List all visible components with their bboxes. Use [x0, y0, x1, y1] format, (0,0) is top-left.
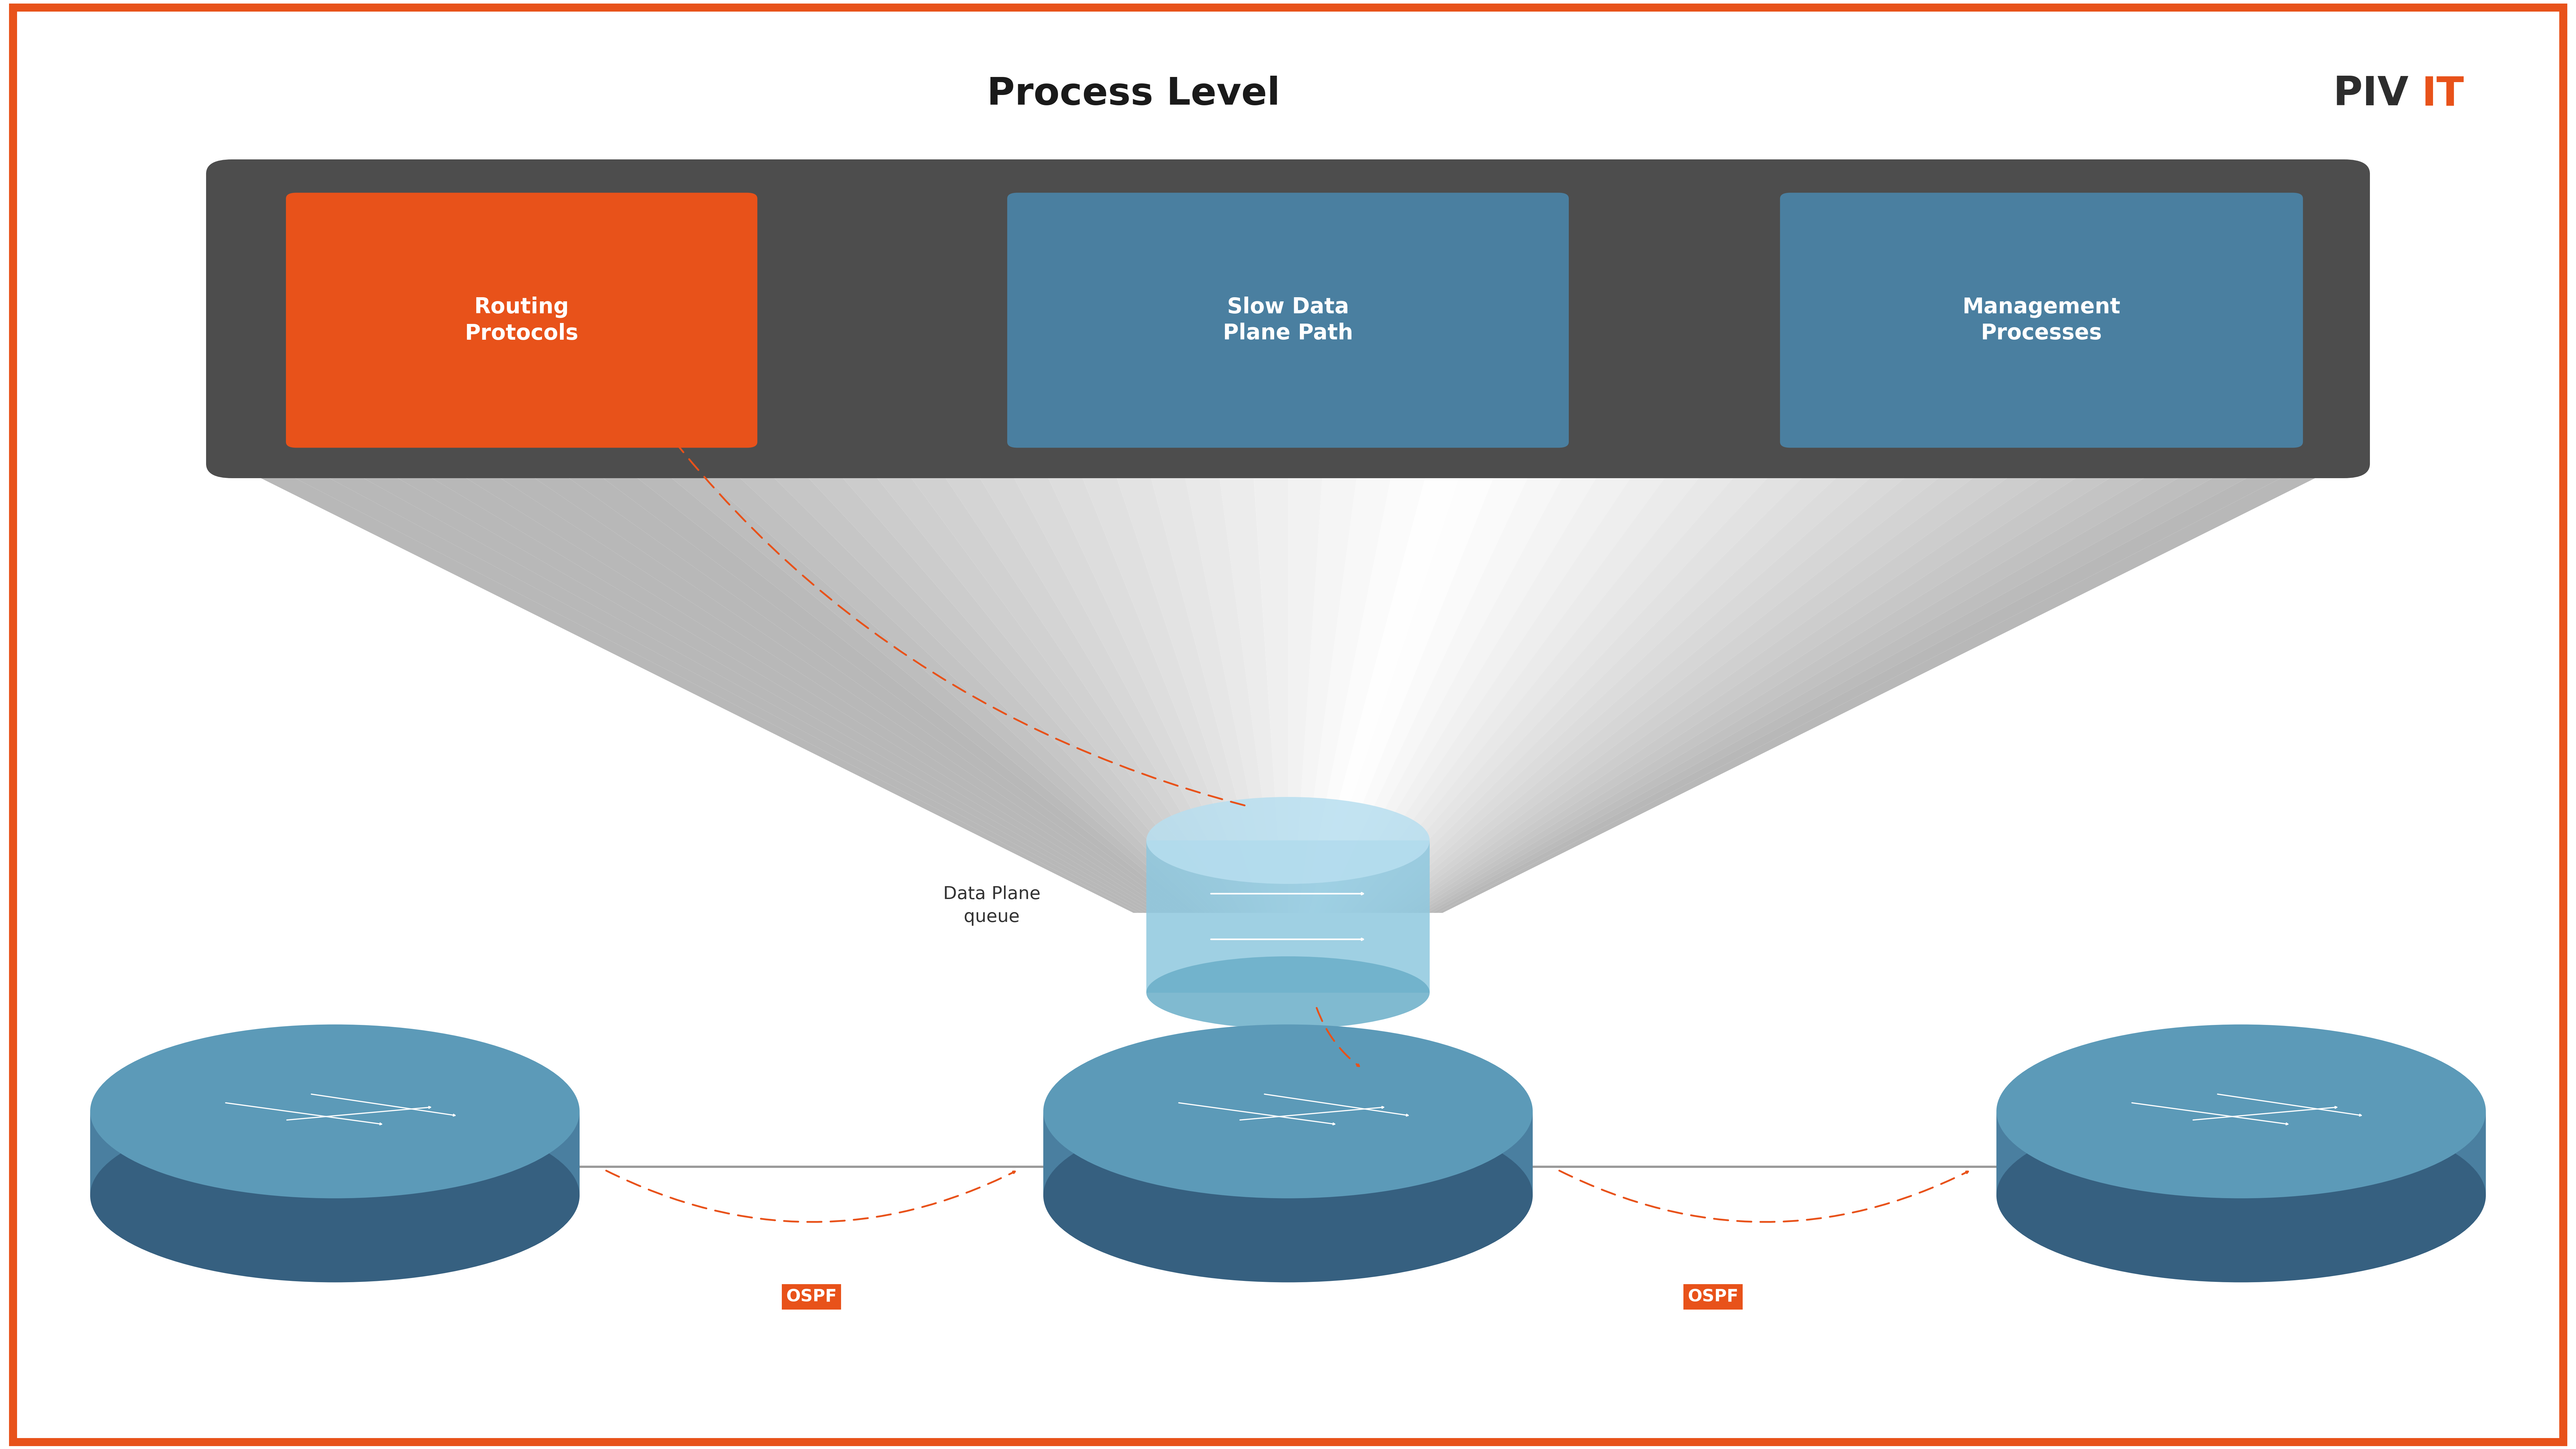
- Polygon shape: [1427, 464, 2275, 913]
- FancyBboxPatch shape: [1146, 840, 1430, 993]
- Text: OSPF: OSPF: [1687, 1288, 1739, 1306]
- Polygon shape: [1432, 464, 2308, 913]
- Polygon shape: [724, 464, 1211, 913]
- Text: Slow Data
Plane Path: Slow Data Plane Path: [1224, 297, 1352, 343]
- Polygon shape: [829, 464, 1226, 913]
- Polygon shape: [232, 464, 1139, 913]
- Text: PIV: PIV: [2334, 75, 2409, 113]
- Polygon shape: [337, 464, 1154, 913]
- Polygon shape: [443, 464, 1170, 913]
- Polygon shape: [1386, 464, 1991, 913]
- Polygon shape: [374, 464, 1159, 913]
- Polygon shape: [1319, 464, 1535, 913]
- Text: OSPF: OSPF: [786, 1288, 837, 1306]
- Polygon shape: [1314, 464, 1499, 913]
- Polygon shape: [1437, 464, 2344, 913]
- Polygon shape: [1345, 464, 1710, 913]
- Polygon shape: [760, 464, 1216, 913]
- Polygon shape: [618, 464, 1195, 913]
- Polygon shape: [866, 464, 1231, 913]
- FancyBboxPatch shape: [1043, 1111, 1533, 1195]
- Polygon shape: [1288, 464, 1324, 913]
- Polygon shape: [1218, 464, 1283, 913]
- Ellipse shape: [1043, 1024, 1533, 1198]
- FancyBboxPatch shape: [1996, 1111, 2486, 1195]
- Polygon shape: [1077, 464, 1262, 913]
- Polygon shape: [1329, 464, 1605, 913]
- Polygon shape: [971, 464, 1247, 913]
- Polygon shape: [1355, 464, 1780, 913]
- FancyBboxPatch shape: [1007, 193, 1569, 448]
- Polygon shape: [654, 464, 1200, 913]
- Polygon shape: [268, 464, 1144, 913]
- Polygon shape: [1422, 464, 2239, 913]
- Text: Process Level: Process Level: [987, 75, 1280, 113]
- Polygon shape: [549, 464, 1185, 913]
- Text: IT: IT: [2421, 75, 2463, 113]
- Polygon shape: [1412, 464, 2169, 913]
- Polygon shape: [1252, 464, 1288, 913]
- FancyBboxPatch shape: [286, 193, 757, 448]
- Polygon shape: [407, 464, 1164, 913]
- Polygon shape: [935, 464, 1242, 913]
- Polygon shape: [690, 464, 1206, 913]
- FancyBboxPatch shape: [90, 1111, 580, 1195]
- FancyBboxPatch shape: [1780, 193, 2303, 448]
- Polygon shape: [1350, 464, 1747, 913]
- Polygon shape: [1146, 464, 1273, 913]
- Polygon shape: [1391, 464, 2027, 913]
- Ellipse shape: [90, 1108, 580, 1282]
- Polygon shape: [1360, 464, 1816, 913]
- Text: Management
Processes: Management Processes: [1963, 297, 2120, 343]
- Ellipse shape: [90, 1024, 580, 1198]
- Polygon shape: [1324, 464, 1569, 913]
- Polygon shape: [1182, 464, 1278, 913]
- FancyBboxPatch shape: [206, 159, 2370, 478]
- Polygon shape: [1376, 464, 1922, 913]
- Polygon shape: [1365, 464, 1852, 913]
- Polygon shape: [1303, 464, 1430, 913]
- Polygon shape: [1298, 464, 1394, 913]
- Ellipse shape: [1043, 1108, 1533, 1282]
- Polygon shape: [1113, 464, 1267, 913]
- Polygon shape: [1417, 464, 2202, 913]
- Ellipse shape: [1996, 1024, 2486, 1198]
- Polygon shape: [513, 464, 1180, 913]
- Text: Data Plane
queue: Data Plane queue: [943, 885, 1041, 926]
- Polygon shape: [1370, 464, 1886, 913]
- Ellipse shape: [1146, 797, 1430, 884]
- Polygon shape: [1401, 464, 2097, 913]
- Ellipse shape: [1996, 1108, 2486, 1282]
- Polygon shape: [585, 464, 1190, 913]
- Polygon shape: [1293, 464, 1358, 913]
- Polygon shape: [301, 464, 1149, 913]
- Polygon shape: [796, 464, 1221, 913]
- Text: Routing
Protocols: Routing Protocols: [464, 297, 580, 343]
- Polygon shape: [1007, 464, 1252, 913]
- Polygon shape: [1334, 464, 1641, 913]
- Ellipse shape: [1146, 956, 1430, 1029]
- Polygon shape: [902, 464, 1236, 913]
- Polygon shape: [479, 464, 1175, 913]
- Polygon shape: [1309, 464, 1463, 913]
- Polygon shape: [1340, 464, 1674, 913]
- Polygon shape: [1381, 464, 1958, 913]
- Polygon shape: [1041, 464, 1257, 913]
- Polygon shape: [1396, 464, 2063, 913]
- Polygon shape: [1406, 464, 2133, 913]
